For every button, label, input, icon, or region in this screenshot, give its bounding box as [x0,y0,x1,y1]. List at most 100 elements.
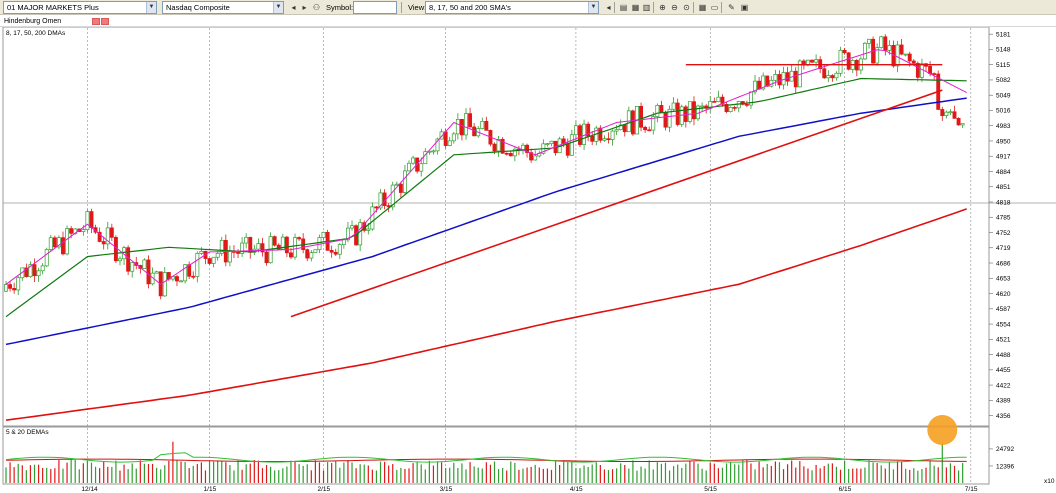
candle-down [911,60,916,64]
candle-down [529,152,534,161]
indicator-signal-swatch[interactable] [92,18,100,25]
volume-multiplier: x10 [1044,478,1055,485]
candle-up [895,44,900,67]
candle-up [903,53,908,56]
candle-down [97,231,102,242]
candle-up [879,36,884,48]
sma200-line [5,208,967,421]
candle-up [65,228,70,255]
view-select[interactable]: 8, 17, 50 and 200 SMA's ▼ [425,1,599,14]
window-icon[interactable]: ▭ [710,3,719,12]
candle-down [643,126,648,131]
volume-y-tick-label: 24792 [996,446,1014,453]
candle-up [313,249,318,254]
volume-dema5-line [5,452,967,463]
toolbar-divider [653,2,654,13]
zoom-out-icon[interactable]: ⊖ [671,3,678,12]
candle-up [118,258,122,262]
chart-settings-icon[interactable]: ▦ [631,3,640,12]
chevron-down-icon[interactable]: ▼ [588,2,598,13]
candle-up [215,253,220,258]
y-tick-label: 4554 [996,321,1011,328]
candle-up [154,271,159,274]
candle-up [887,45,892,51]
candle-up [162,272,167,297]
layout-icon[interactable]: ▥ [642,3,651,12]
back-icon[interactable]: ◂ [606,3,611,12]
candle-up [464,113,468,136]
highlight-circle[interactable] [927,415,958,445]
chevron-down-icon[interactable]: ▼ [146,2,156,13]
candle-up [48,237,53,250]
zoom-in-icon[interactable]: ⊕ [659,3,666,12]
y-tick-label: 4422 [996,382,1011,389]
candle-up [512,148,517,157]
next-icon[interactable]: ▸ [302,3,307,12]
toolbar-divider [693,2,694,13]
binoculars-icon[interactable]: ⚇ [312,3,321,12]
print-icon[interactable]: ▤ [619,3,628,12]
candle-up [183,264,188,282]
y-tick-label: 4488 [996,352,1011,359]
candle-down [443,131,448,146]
price-chart[interactable]: 5181 5148 5115 5082 5049 5016 4983 4950 4917 4884… [0,27,1056,493]
candle-up [521,144,525,150]
y-tick-label: 5016 [996,108,1011,115]
candle-down [191,275,196,278]
candle-up [40,265,45,272]
candle-up [309,252,314,259]
zoom-reset-icon[interactable]: ⊙ [683,3,690,12]
candle-up [244,236,249,244]
x-tick-label: 3/15 [440,486,453,493]
moving-average-lines [5,49,967,421]
indicator-signal-swatch[interactable] [101,18,109,25]
tile-icon[interactable]: ▣ [740,3,749,12]
candle-up [573,125,578,136]
x-axis: 12/14 1/15 2/15 3/15 4/15 5/15 6/15 7/15 [81,486,977,493]
candle-down [289,252,293,258]
symbol-name-select[interactable]: Nasdaq Composite ▼ [162,1,284,14]
candle-up [700,105,705,108]
candle-down [928,65,933,74]
chevron-down-icon[interactable]: ▼ [273,2,283,13]
support-trendline[interactable] [290,89,943,318]
indicator-bar: Hindenburg Omen [0,16,1056,27]
candle-up [439,131,444,140]
candle-up [582,123,587,145]
candle-up [346,227,350,241]
candle-down [915,63,920,78]
candle-down [830,75,835,79]
candle-up [651,116,656,131]
candle-down [175,276,179,282]
previous-icon[interactable]: ◂ [291,3,296,12]
candle-up [655,105,660,117]
candle-up [358,222,363,246]
symbol-input[interactable] [353,1,397,14]
candle-down [692,101,696,120]
candle-down [720,96,725,105]
watchlist-select[interactable]: 01 MAJOR MARKETS Plus ▼ [3,1,157,14]
x-tick-label: 7/15 [965,486,978,493]
candle-up [36,270,41,277]
candle-up [16,277,21,291]
grid-icon[interactable]: ▦ [698,3,707,12]
candle-down [12,288,17,291]
candle-up [321,232,326,238]
y-tick-label: 4620 [996,291,1011,298]
candle-up [423,151,428,165]
candle-up [773,74,778,81]
candle-up [496,139,501,152]
candle-down [32,264,37,277]
candle-down [272,236,277,246]
volume-y-tick-label: 12396 [996,463,1014,470]
candle-up [81,229,86,232]
y-tick-label: 4950 [996,138,1011,145]
candle-down [52,237,57,248]
draw-tool-icon[interactable]: ✎ [728,3,735,12]
y-tick-label: 4785 [996,215,1011,222]
candle-down [109,227,114,238]
candle-up [142,259,147,269]
toolbar-divider [401,2,402,13]
candle-down [724,104,729,112]
candle-up [370,206,375,230]
